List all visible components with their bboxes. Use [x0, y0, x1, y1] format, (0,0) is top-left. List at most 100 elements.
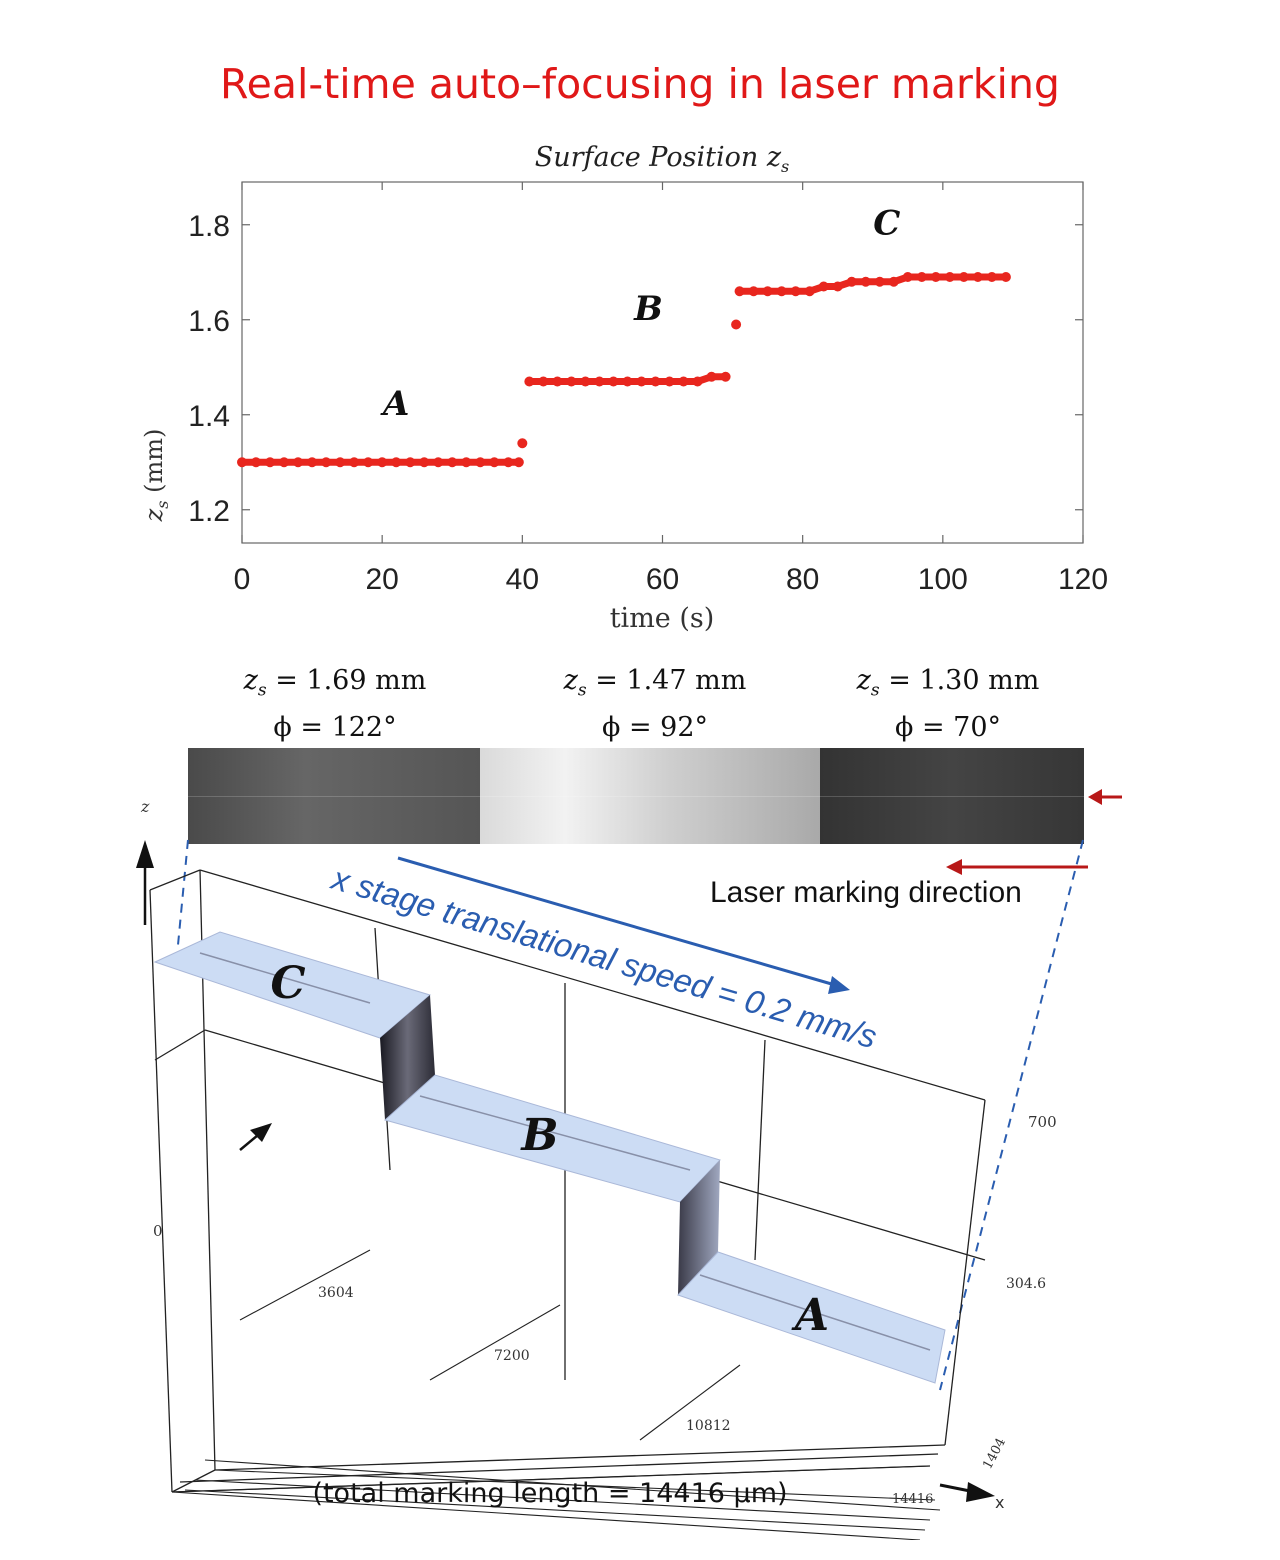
- x-axis-label: time (s): [610, 603, 715, 634]
- data-point: [972, 272, 983, 282]
- data-point: [762, 286, 773, 297]
- data-point: [237, 457, 247, 468]
- data-point: [447, 457, 458, 468]
- total-length-label: (total marking length = 14416 μm): [312, 1478, 788, 1509]
- data-point: [251, 457, 262, 468]
- condition-label-c: zs = 1.69 mm ϕ = 122°: [180, 662, 490, 747]
- x-tick-1: 3604: [318, 1285, 354, 1301]
- data-point: [489, 457, 500, 468]
- data-point: [636, 376, 647, 387]
- condition-phi-b: ϕ = 92°: [601, 712, 709, 744]
- x-tick-0: 0: [153, 1222, 163, 1240]
- data-point: [650, 376, 661, 387]
- data-point: [503, 457, 514, 468]
- x-tick-label: 40: [506, 563, 539, 596]
- strip-projection-lines: [177, 839, 1084, 1391]
- data-point: [874, 276, 885, 287]
- marking-photo-strip: [188, 748, 1084, 844]
- step-surfaces: [153, 931, 946, 1384]
- y-axis-label: zs (mm): [140, 429, 172, 523]
- data-point: [902, 272, 913, 282]
- strip-segment-b: [480, 748, 820, 844]
- data-point: [692, 376, 703, 387]
- y-tick-label: 1.4: [188, 400, 230, 433]
- ground-grid: [171, 1249, 941, 1540]
- data-point: [944, 272, 955, 282]
- data-point: [538, 376, 549, 387]
- data-point: [916, 272, 927, 282]
- data-point: [832, 281, 843, 292]
- data-point: [513, 457, 524, 468]
- step-label-a: A: [791, 1290, 829, 1341]
- data-point: [706, 371, 717, 382]
- data-point: [335, 457, 346, 468]
- data-point: [517, 438, 528, 449]
- x-axis-letter: x: [995, 1493, 1004, 1512]
- data-point: [363, 457, 374, 468]
- x-tick-label: 20: [365, 563, 398, 596]
- condition-label-b: zs = 1.47 mm ϕ = 92°: [500, 662, 810, 747]
- chart-annotation: B: [633, 289, 663, 329]
- data-point: [475, 457, 486, 468]
- y-tick-label: 1.6: [188, 305, 230, 338]
- condition-z-b: zs = 1.47 mm: [563, 665, 747, 701]
- data-point: [377, 457, 388, 468]
- data-point: [349, 457, 360, 468]
- data-point: [524, 376, 535, 387]
- data-point: [790, 286, 801, 297]
- data-point: [776, 286, 787, 297]
- strip-segment-a: [820, 748, 1084, 844]
- x-tick-3: 10812: [686, 1418, 731, 1434]
- data-point: [888, 276, 899, 287]
- strip-segment-c: [188, 748, 480, 844]
- data-point: [622, 376, 633, 387]
- depth-axis-arrow: [239, 1123, 272, 1151]
- data-point: [293, 457, 304, 468]
- data-point: [734, 286, 745, 297]
- step-label-b: B: [519, 1110, 558, 1161]
- main-title: Real-time auto–focusing in laser marking: [220, 60, 1060, 108]
- data-point: [265, 457, 276, 468]
- data-point: [860, 276, 871, 287]
- data-point: [566, 376, 577, 387]
- depth-tick-0: 700: [1028, 1113, 1057, 1131]
- data-point: [461, 457, 472, 468]
- x-tick-label: 120: [1058, 563, 1108, 596]
- x-tick-label: 0: [234, 563, 251, 596]
- x-tick-4: 14416: [892, 1492, 933, 1507]
- depth-tick-1: 304.6: [1006, 1276, 1046, 1292]
- data-point: [678, 376, 689, 387]
- y-tick-label: 1.2: [188, 495, 230, 528]
- data-point: [391, 457, 402, 468]
- step-label-c: C: [270, 958, 305, 1009]
- laser-direction-label: Laser marking direction: [710, 876, 1022, 909]
- x-tick-label: 60: [646, 563, 679, 596]
- chart-title: Surface Position zs: [535, 142, 790, 176]
- data-point: [664, 376, 675, 387]
- strip-marking-line: [188, 796, 1084, 797]
- depth-tick-2: 1404: [980, 1436, 1009, 1472]
- x-tick-2: 7200: [494, 1348, 530, 1364]
- speed-arrow: [397, 856, 850, 994]
- data-point: [279, 457, 290, 468]
- condition-phi-c: ϕ = 122°: [273, 712, 397, 744]
- data-point: [720, 371, 731, 382]
- x-tick-label: 80: [786, 563, 819, 596]
- data-point: [731, 319, 742, 330]
- x-tick-label: 100: [918, 563, 968, 596]
- z-axis-arrow: [136, 840, 154, 925]
- data-point: [804, 286, 815, 297]
- condition-z-a: zs = 1.30 mm: [856, 665, 1040, 701]
- data-point: [986, 272, 997, 282]
- data-point: [419, 457, 430, 468]
- data-point: [321, 457, 332, 468]
- chart-annotation: A: [380, 384, 409, 424]
- plot-frame: [241, 181, 1084, 544]
- data-point: [405, 457, 416, 468]
- condition-label-a: zs = 1.30 mm ϕ = 70°: [793, 662, 1103, 747]
- chart-annotation: C: [873, 203, 900, 243]
- laser-direction-arrows: [946, 789, 1122, 875]
- data-point: [608, 376, 619, 387]
- surface-position-chart: Surface Position zs 0 20 40 60 80 100 120 1.2 1.…: [140, 142, 1108, 634]
- data-point: [552, 376, 563, 387]
